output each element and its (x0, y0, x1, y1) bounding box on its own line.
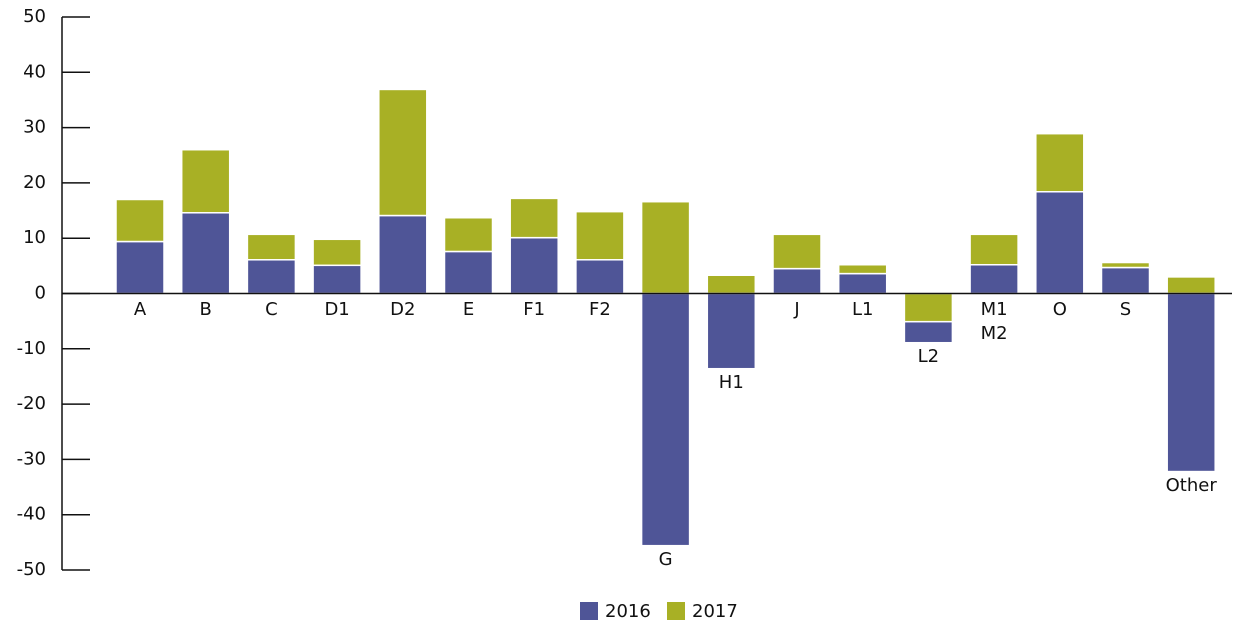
bar-segment (509, 236, 559, 295)
legend-label: 2017 (692, 601, 738, 622)
bar-segment (509, 197, 559, 239)
bar-segment (246, 233, 297, 261)
bar-segment (1166, 292, 1216, 473)
bar-segment (640, 292, 691, 547)
bar-segment (903, 320, 954, 344)
x-tick-label: O (1052, 298, 1067, 320)
x-tick-label: F1 (523, 298, 546, 320)
x-tick-label: L2 (917, 345, 940, 367)
x-tick-label: Other (1165, 474, 1217, 496)
bar-segment (903, 292, 954, 323)
y-tick-label: 10 (23, 227, 46, 248)
x-tick-label: D2 (390, 298, 416, 320)
bar-segment (575, 210, 625, 261)
x-tick-label: B (199, 298, 212, 320)
y-tick-label: -20 (17, 393, 46, 414)
x-tick-label: L1 (851, 298, 874, 320)
bar-segment (837, 272, 888, 295)
x-tick-label: S (1119, 298, 1132, 320)
x-tick-label: D1 (324, 298, 350, 320)
y-tick-label: -50 (17, 559, 46, 580)
y-tick-label: 30 (23, 117, 46, 138)
bar-segment (443, 216, 494, 253)
bar-segment (312, 264, 362, 295)
y-tick-label: 0 (35, 283, 46, 304)
y-tick-label: 20 (23, 172, 46, 193)
bar-segment (706, 292, 757, 370)
bar-segment (115, 240, 165, 295)
y-tick-label: 50 (23, 6, 46, 27)
bar-segment (180, 212, 231, 295)
bar-segment (378, 88, 428, 217)
bar-segment (246, 259, 297, 295)
bar-segment (575, 259, 625, 295)
x-tick-label: F2 (588, 298, 611, 320)
bar-segment (1166, 276, 1216, 295)
bar-segment (1100, 266, 1151, 295)
bar-segment (1100, 261, 1151, 269)
legend-label: 2016 (605, 601, 651, 622)
x-tick-label: J (794, 298, 800, 320)
bar-segment (115, 198, 165, 243)
legend-swatch (580, 602, 598, 620)
y-tick-label: -30 (17, 448, 46, 469)
bar-segment (443, 250, 494, 295)
bar-segment (969, 263, 1019, 295)
x-tick-label: E (462, 298, 475, 320)
bar-segment (1035, 190, 1085, 295)
x-tick-label: A (133, 298, 147, 320)
bar-segment (180, 148, 231, 214)
bar-segment (312, 238, 362, 267)
x-tick-label: G (658, 548, 673, 570)
bar-segment (772, 233, 822, 270)
bar-segment (1035, 132, 1085, 193)
bar-segment (640, 200, 691, 295)
bar-segment (969, 233, 1019, 266)
x-tick-label: H1 (718, 371, 744, 393)
bar-segment (772, 267, 822, 295)
y-tick-label: -10 (17, 338, 46, 359)
x-tick-label: M1 M2 (980, 298, 1008, 344)
bar-segment (706, 274, 757, 295)
legend-swatch (667, 602, 685, 620)
y-tick-label: 40 (23, 61, 46, 82)
bar-segment (378, 214, 428, 295)
x-tick-label: C (265, 298, 278, 320)
bar-segment (837, 263, 888, 275)
y-tick-label: -40 (17, 504, 46, 525)
